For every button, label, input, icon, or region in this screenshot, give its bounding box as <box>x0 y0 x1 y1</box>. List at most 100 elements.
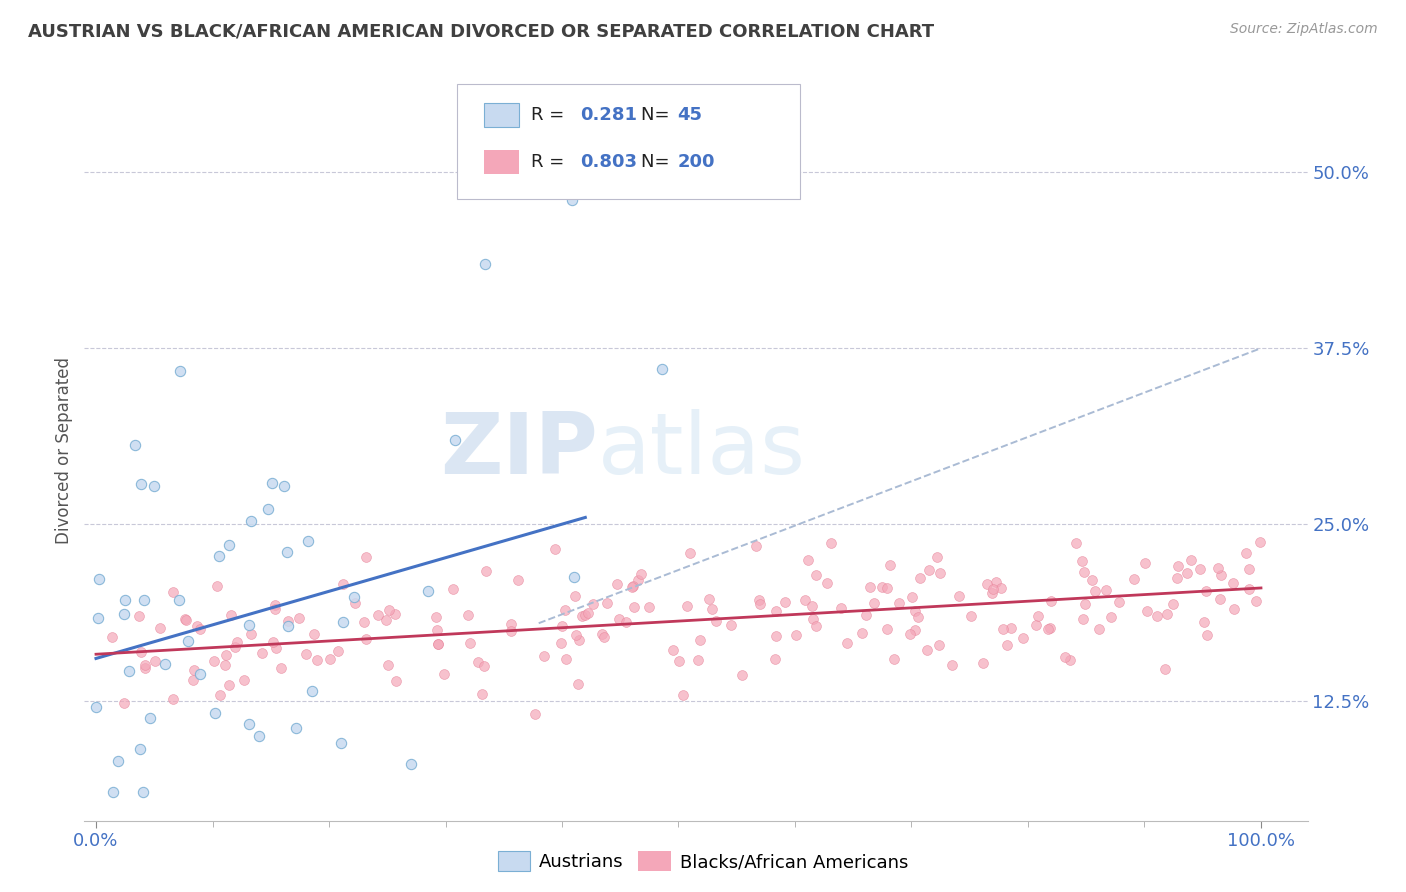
Point <box>142 479 165 493</box>
Point <box>183 664 205 678</box>
Point <box>209 688 232 702</box>
Point <box>621 579 644 593</box>
Point <box>1209 591 1232 606</box>
Point <box>785 628 807 642</box>
Point <box>219 607 242 622</box>
Text: AUSTRIAN VS BLACK/AFRICAN AMERICAN DIVORCED OR SEPARATED CORRELATION CHART: AUSTRIAN VS BLACK/AFRICAN AMERICAN DIVOR… <box>28 22 934 40</box>
Point <box>427 637 450 651</box>
Point <box>252 646 274 660</box>
Point <box>1073 565 1095 579</box>
Point <box>353 615 375 630</box>
Point <box>702 602 724 616</box>
Point <box>859 580 882 594</box>
Point <box>328 644 350 658</box>
Point <box>426 637 449 651</box>
Point <box>276 545 298 559</box>
Point <box>472 659 495 673</box>
Point <box>181 673 204 687</box>
Point <box>794 593 817 607</box>
Point <box>582 598 605 612</box>
Point <box>377 657 399 672</box>
Point <box>820 536 842 550</box>
Point <box>571 609 593 624</box>
Point <box>689 632 711 647</box>
Point <box>928 566 950 580</box>
Point <box>378 603 401 617</box>
FancyBboxPatch shape <box>457 84 800 199</box>
Text: R =: R = <box>531 153 569 170</box>
Point <box>904 603 927 617</box>
Point <box>1095 582 1118 597</box>
Point <box>596 596 619 610</box>
Point <box>1180 553 1202 567</box>
Point <box>112 696 135 710</box>
Point <box>301 684 323 698</box>
Point <box>375 613 398 627</box>
Point <box>941 657 963 672</box>
Point <box>606 577 628 591</box>
Text: 45: 45 <box>678 106 703 124</box>
Point <box>904 623 927 637</box>
Point <box>474 257 496 271</box>
Point <box>162 692 184 706</box>
Point <box>467 655 489 669</box>
Point <box>980 586 1002 600</box>
Point <box>679 546 702 560</box>
Point <box>224 640 246 655</box>
Point <box>240 626 263 640</box>
Point <box>264 640 287 655</box>
Point <box>270 661 292 675</box>
Point <box>804 619 827 633</box>
Point <box>1244 594 1267 608</box>
Point <box>218 538 240 552</box>
Point <box>332 577 354 591</box>
Point <box>218 678 240 692</box>
Point <box>863 596 886 610</box>
Point <box>288 611 311 625</box>
Point <box>273 479 295 493</box>
Point <box>1206 561 1229 575</box>
Y-axis label: Divorced or Separated: Divorced or Separated <box>55 357 73 544</box>
Point <box>1026 608 1049 623</box>
Point <box>188 667 211 681</box>
Point <box>550 635 572 649</box>
Point <box>1237 562 1260 576</box>
Point <box>177 634 200 648</box>
Point <box>960 608 983 623</box>
Point <box>1108 594 1130 608</box>
Text: 200: 200 <box>678 153 716 170</box>
Point <box>614 615 637 630</box>
Point <box>564 589 586 603</box>
FancyBboxPatch shape <box>484 150 519 174</box>
Point <box>508 573 530 587</box>
Point <box>915 643 938 657</box>
Point <box>134 661 156 675</box>
Point <box>1192 615 1215 630</box>
Point <box>256 502 278 516</box>
Point <box>1195 583 1218 598</box>
Point <box>630 566 652 581</box>
Point <box>501 617 523 632</box>
Point <box>247 729 270 743</box>
Point <box>1038 622 1060 636</box>
Point <box>662 643 685 657</box>
Point <box>1195 627 1218 641</box>
Point <box>87 572 110 586</box>
Point <box>167 593 190 607</box>
Text: 0.803: 0.803 <box>579 153 637 170</box>
Point <box>1099 610 1122 624</box>
Point <box>295 647 318 661</box>
Point <box>554 603 576 617</box>
Point <box>763 651 786 665</box>
Point <box>1081 574 1104 588</box>
Point <box>1087 622 1109 636</box>
Point <box>561 193 583 207</box>
Point <box>399 757 422 772</box>
Point <box>901 590 924 604</box>
Point <box>149 621 172 635</box>
Point <box>533 648 555 663</box>
Point <box>835 636 858 650</box>
Point <box>169 364 191 378</box>
Point <box>385 673 408 688</box>
Point <box>343 590 366 604</box>
